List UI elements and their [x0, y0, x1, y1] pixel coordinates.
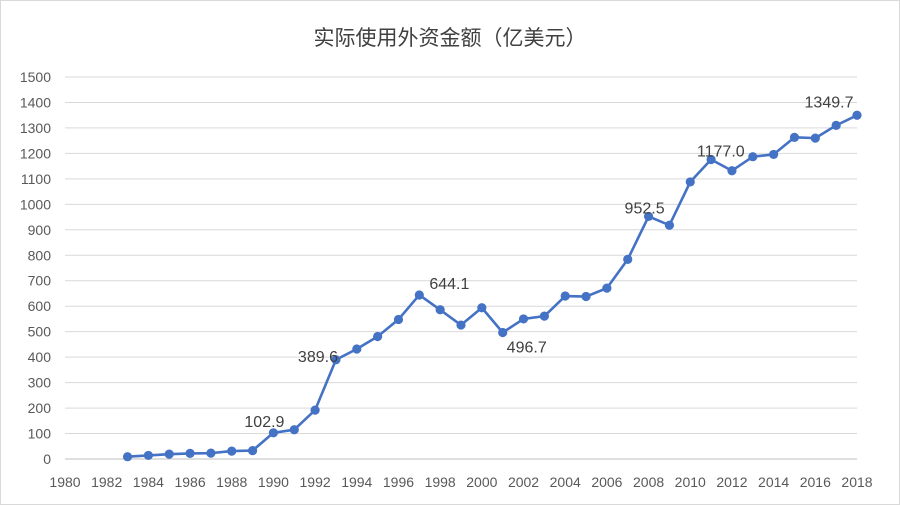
- data-point: [769, 149, 779, 160]
- x-tick-label: 1992: [300, 474, 331, 490]
- x-tick-label: 2006: [591, 474, 622, 490]
- x-tick-label: 2010: [675, 474, 706, 490]
- data-point: [727, 166, 737, 176]
- y-tick-label: 1300: [20, 120, 51, 136]
- y-tick-label: 1000: [20, 196, 51, 212]
- chart-title: 实际使用外资金额（亿美元）: [313, 26, 587, 50]
- data-point: [602, 283, 612, 293]
- data-series: [122, 110, 862, 462]
- data-label: 1349.7: [805, 94, 854, 111]
- data-point: [518, 314, 529, 324]
- data-point: [143, 450, 153, 461]
- x-tick-label: 2012: [716, 474, 747, 490]
- y-tick-label: 500: [28, 324, 52, 340]
- data-label: 102.9: [244, 414, 284, 431]
- x-tick-label: 1998: [425, 474, 456, 490]
- x-tick-label: 1994: [341, 474, 372, 490]
- y-tick-label: 1400: [20, 94, 51, 110]
- x-tick-label: 1990: [258, 474, 289, 490]
- data-label: 1177.0: [697, 144, 745, 161]
- x-tick-label: 1988: [216, 474, 247, 490]
- y-tick-label: 400: [28, 349, 52, 365]
- x-tick-label: 1980: [49, 474, 80, 490]
- y-tick-label: 200: [28, 400, 52, 416]
- x-tick-label: 1982: [91, 474, 122, 490]
- data-point: [498, 327, 508, 338]
- data-point: [414, 290, 424, 300]
- y-tick-label: 700: [28, 273, 52, 289]
- gridlines: [65, 76, 857, 460]
- data-label: 644.1: [429, 276, 469, 293]
- y-tick-label: 1100: [21, 171, 51, 187]
- data-label: 389.6: [298, 349, 338, 366]
- x-tick-label: 2008: [633, 474, 664, 490]
- y-tick-label: 600: [28, 298, 52, 314]
- data-point: [456, 320, 466, 330]
- x-tick-label: 2014: [758, 474, 789, 490]
- data-point: [685, 177, 695, 187]
- data-point: [185, 448, 195, 458]
- data-point: [477, 303, 487, 313]
- y-tick-label: 800: [28, 247, 52, 263]
- x-tick-label: 2002: [508, 474, 539, 490]
- data-point: [393, 314, 404, 325]
- data-point: [643, 211, 654, 222]
- x-tick-label: 1984: [133, 474, 164, 490]
- data-point: [122, 452, 133, 462]
- data-point: [435, 305, 445, 315]
- data-point: [810, 133, 820, 143]
- data-point: [227, 446, 237, 456]
- data-point: [352, 344, 362, 354]
- x-tick-label: 1996: [383, 474, 414, 490]
- data-point: [581, 291, 591, 302]
- data-label: 952.5: [625, 200, 665, 217]
- y-tick-label: 0: [43, 451, 51, 467]
- y-tick-label: 1200: [20, 145, 51, 161]
- y-tick-label: 1500: [20, 69, 51, 85]
- x-axis-ticks: 1980 1982 1984 1986 1988 1990 1992 1994 1996 1998…: [49, 474, 872, 490]
- data-point: [310, 405, 320, 415]
- y-tick-label: 900: [28, 222, 52, 238]
- data-point: [164, 449, 174, 459]
- y-tick-label: 100: [28, 426, 52, 442]
- x-tick-label: 2004: [550, 474, 581, 490]
- data-labels: 102.9 389.6 644.1 496.7 952.5 1177.0 1349.7: [244, 94, 853, 431]
- data-point: [373, 331, 383, 342]
- data-point: [206, 448, 216, 458]
- data-point: [539, 311, 549, 321]
- x-tick-label: 1986: [174, 474, 205, 490]
- data-point: [560, 291, 570, 301]
- y-axis-ticks: 0 100 200 300 400 500 600 700 800 900 1000 1100 1200…: [20, 69, 51, 467]
- data-label: 496.7: [507, 340, 547, 357]
- x-tick-label: 2016: [800, 474, 831, 490]
- data-point: [623, 254, 633, 264]
- data-point: [331, 355, 341, 365]
- x-tick-label: 2018: [841, 474, 872, 490]
- data-point: [664, 220, 675, 230]
- x-tick-label: 2000: [466, 474, 497, 490]
- data-point: [831, 120, 841, 130]
- data-point: [706, 154, 716, 165]
- y-tick-label: 300: [28, 375, 52, 391]
- data-point: [852, 110, 862, 120]
- data-point: [789, 132, 800, 142]
- data-point: [247, 445, 258, 456]
- data-point: [748, 152, 758, 162]
- data-point: [268, 428, 279, 438]
- data-point: [289, 425, 299, 435]
